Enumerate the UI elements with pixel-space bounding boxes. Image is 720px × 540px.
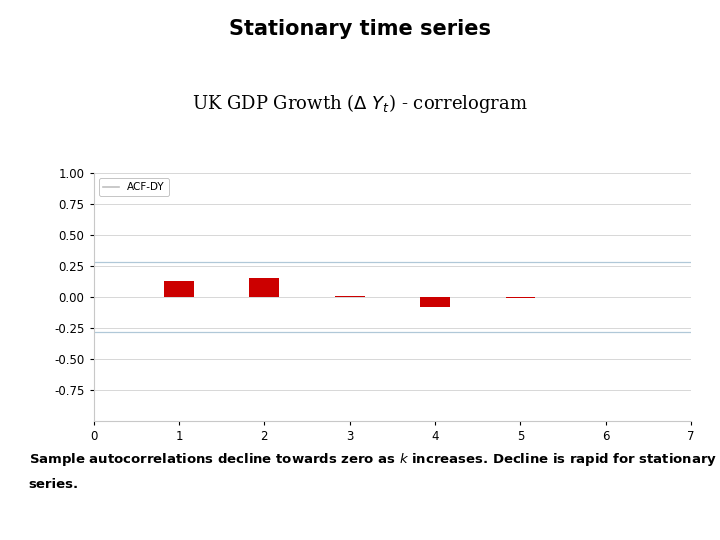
Bar — [335, 296, 364, 297]
Bar — [505, 297, 536, 298]
Bar — [420, 297, 450, 307]
Bar — [249, 279, 279, 297]
Text: series.: series. — [29, 478, 79, 491]
Text: UK GDP Growth ($\Delta\ Y_t$) - correlogram: UK GDP Growth ($\Delta\ Y_t$) - correlog… — [192, 92, 528, 115]
Bar — [164, 281, 194, 297]
Legend: ACF-DY: ACF-DY — [99, 178, 168, 197]
Text: Sample autocorrelations decline towards zero as $k$ increases. Decline is rapid : Sample autocorrelations decline towards … — [29, 451, 717, 468]
Text: Stationary time series: Stationary time series — [229, 19, 491, 39]
